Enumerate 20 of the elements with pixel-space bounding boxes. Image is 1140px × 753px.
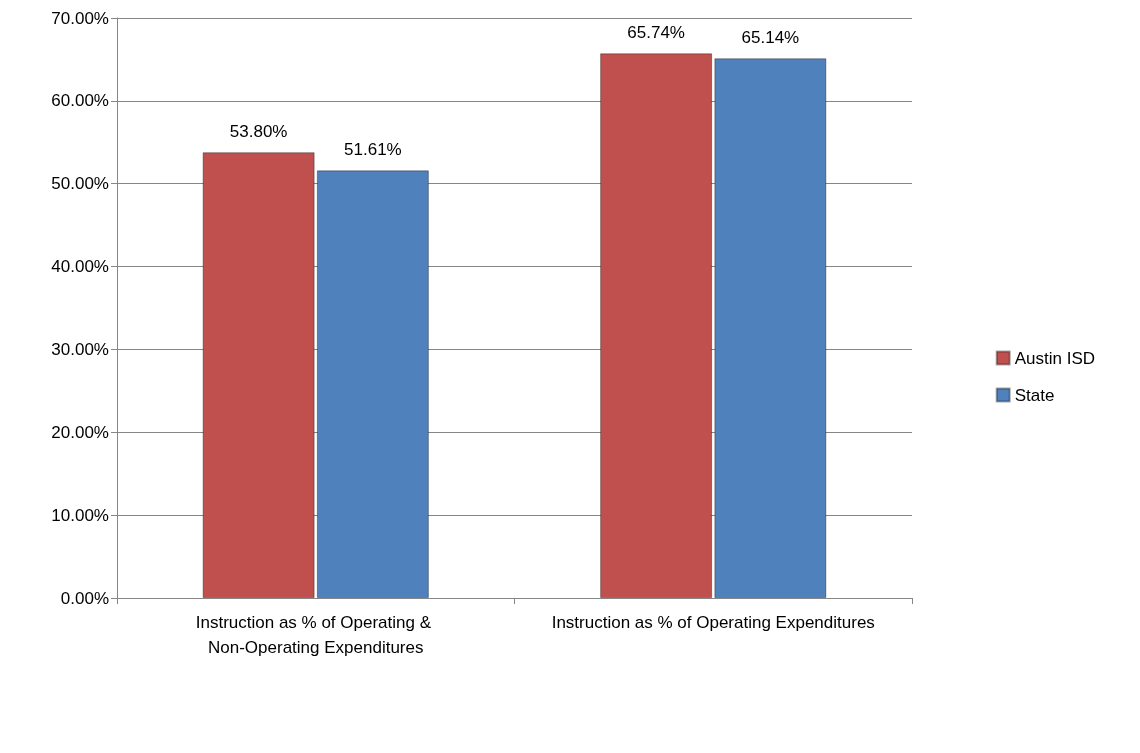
data-label: 65.74% <box>627 23 685 43</box>
data-label: 51.61% <box>344 140 402 160</box>
legend-label: Austin ISD <box>1014 348 1095 368</box>
bar <box>600 53 713 598</box>
y-tick-label: 70.00% <box>51 8 109 28</box>
x-tick-label: Instruction as % of Operating Expenditures <box>551 613 875 632</box>
y-tick-label: 0.00% <box>60 588 109 608</box>
y-tick-label: 50.00% <box>51 174 109 194</box>
bar <box>202 152 315 598</box>
legend-label: State <box>1014 385 1055 405</box>
y-tick-label: 10.00% <box>51 505 109 525</box>
y-tick-label: 40.00% <box>51 257 109 277</box>
x-tick-label: Instruction as % of Operating & Non-Operating Expenditures <box>195 613 436 657</box>
bar <box>714 58 827 598</box>
y-tick-label: 60.00% <box>51 91 109 111</box>
y-tick-label: 20.00% <box>51 422 109 442</box>
data-label: 65.14% <box>741 28 800 48</box>
y-tick-label: 30.00% <box>51 339 109 359</box>
data-label: 53.80% <box>229 122 288 142</box>
bar <box>316 170 429 598</box>
